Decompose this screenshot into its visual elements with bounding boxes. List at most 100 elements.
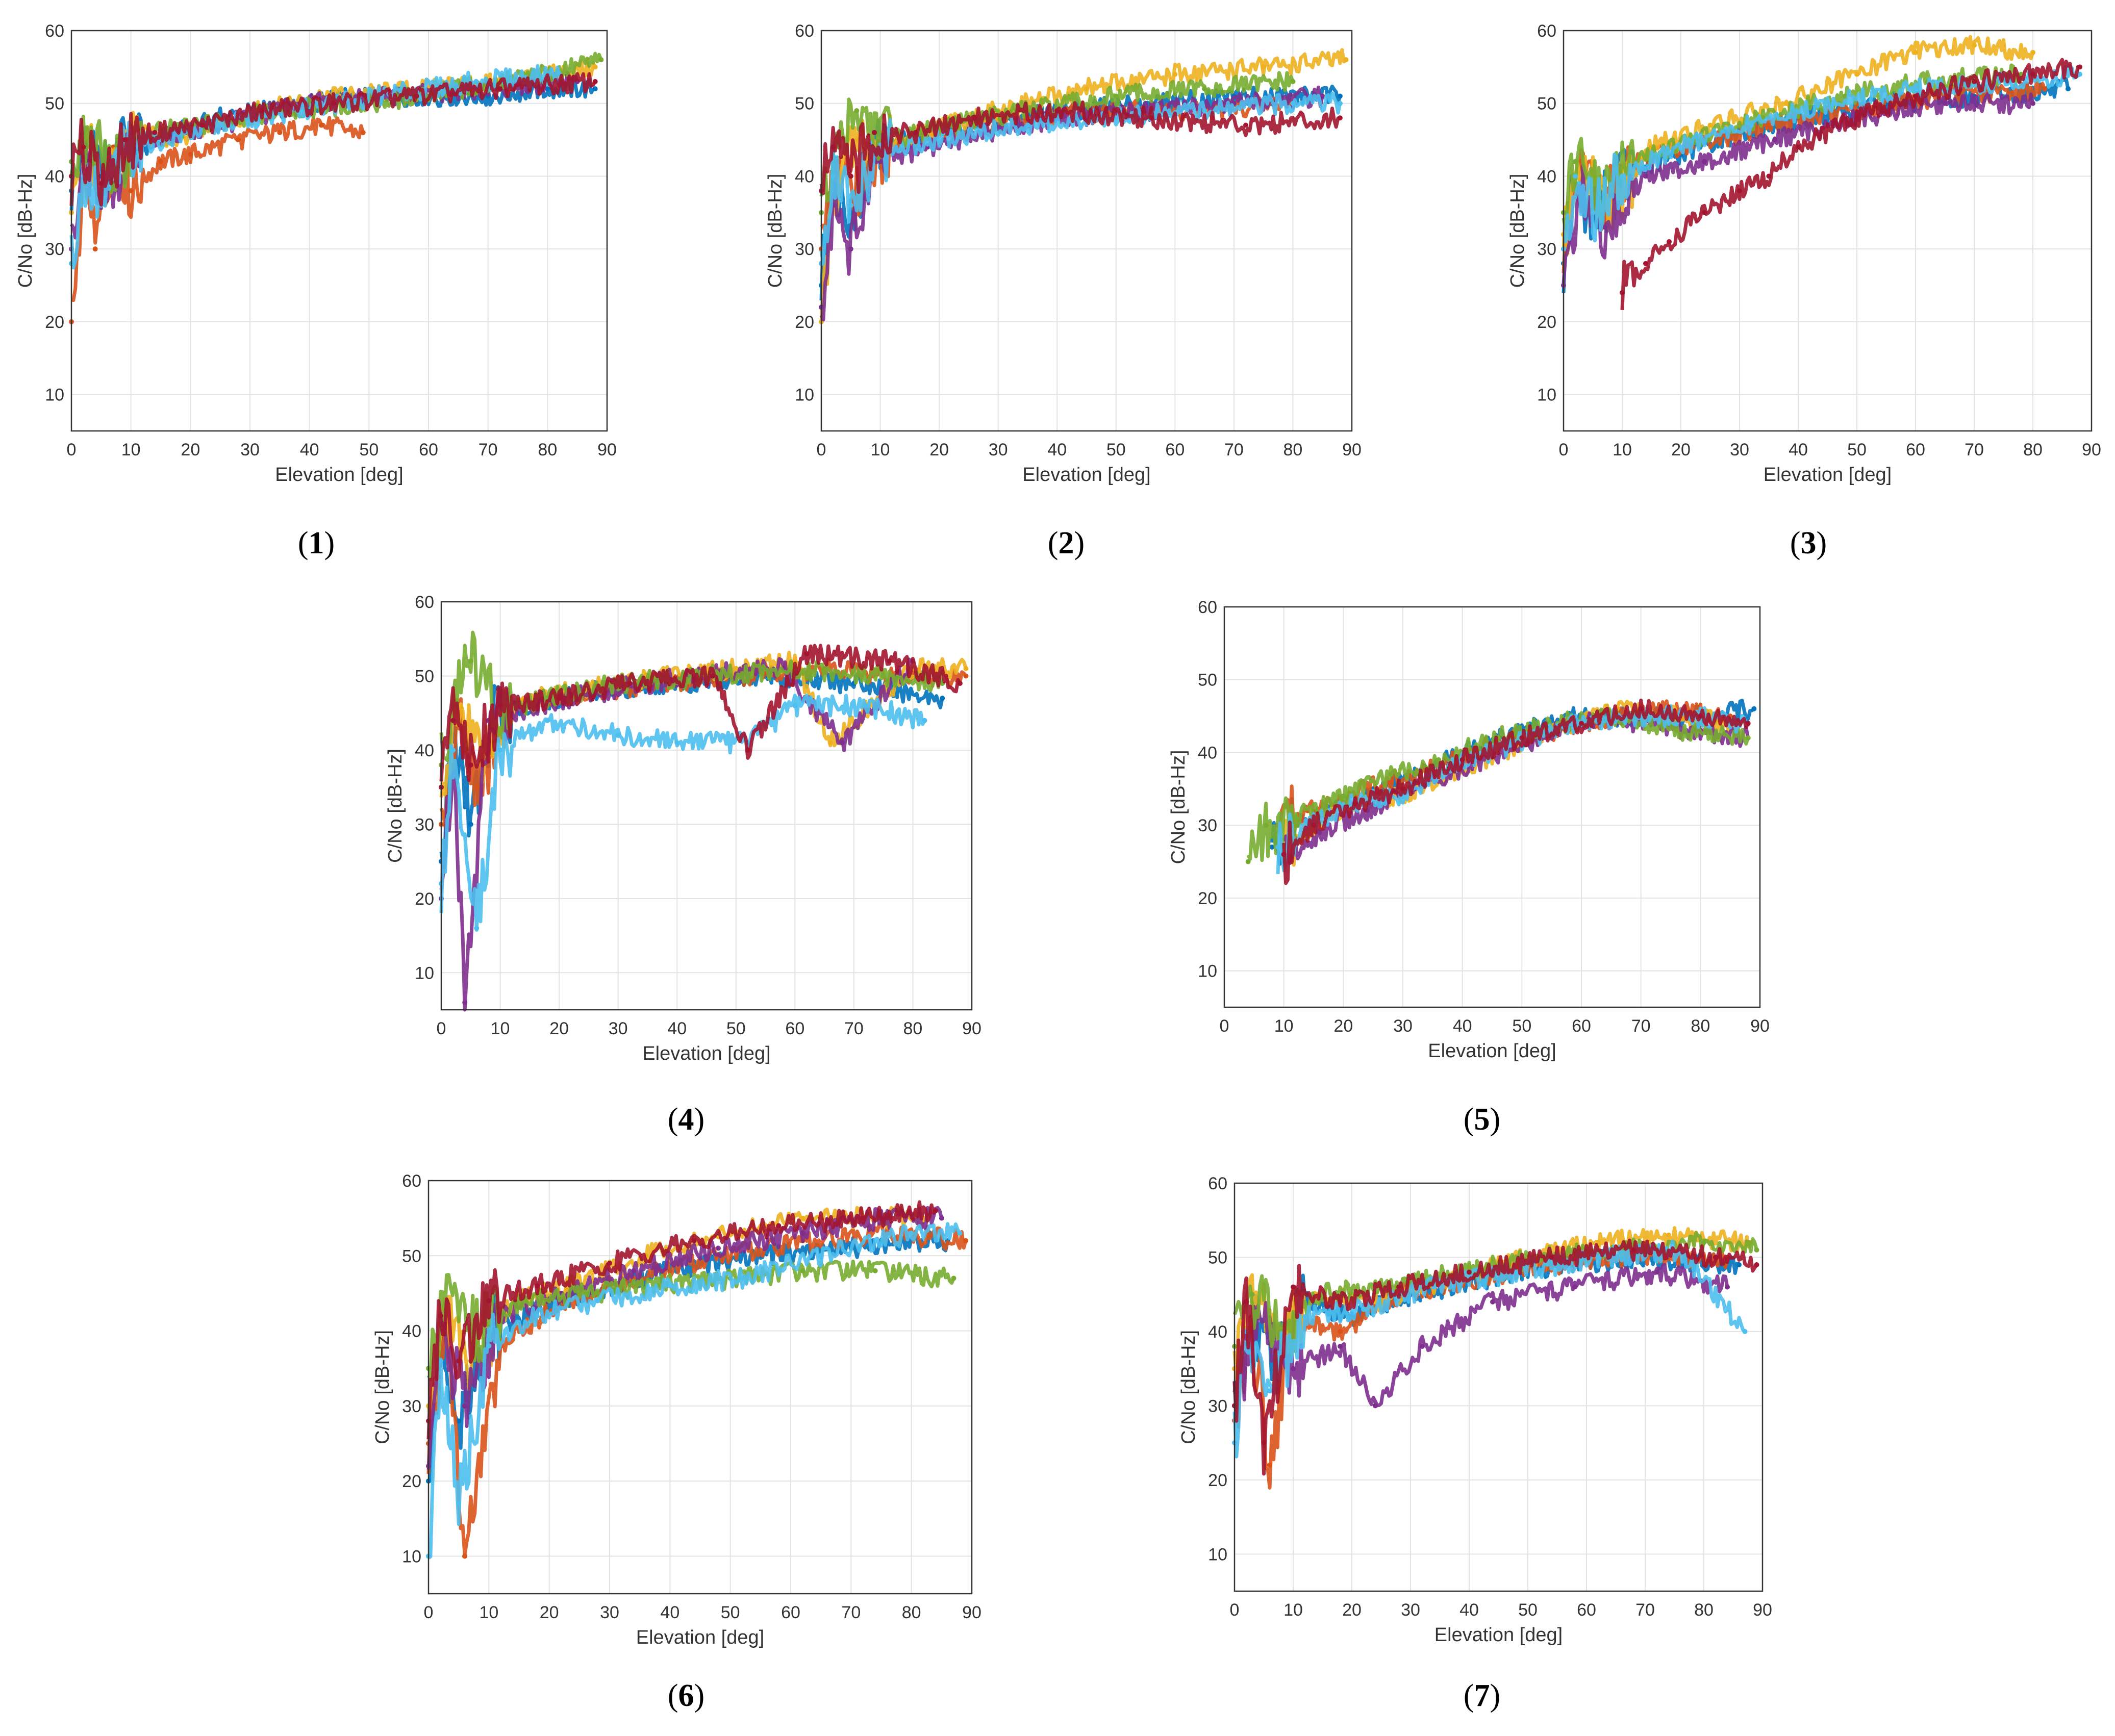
- y-tick-label: 30: [1208, 1396, 1227, 1416]
- data-point: [1396, 1284, 1401, 1290]
- data-point: [199, 122, 205, 128]
- data-point: [1291, 1284, 1296, 1290]
- data-point: [627, 681, 633, 686]
- y-tick-label: 30: [795, 240, 814, 259]
- data-point: [1291, 1366, 1296, 1371]
- data-point: [1373, 1403, 1378, 1409]
- y-tick-label: 30: [45, 240, 64, 259]
- y-tick-label: 10: [1537, 386, 1556, 405]
- data-point: [1702, 210, 1707, 215]
- data-point: [486, 1343, 492, 1348]
- x-tick-label: 60: [419, 440, 438, 459]
- data-point: [1400, 786, 1405, 792]
- data-point: [497, 86, 502, 92]
- data-point: [122, 137, 128, 143]
- panel-caption: (2): [1048, 526, 1085, 560]
- data-point: [473, 79, 479, 84]
- data-point: [360, 130, 366, 135]
- data-point: [450, 718, 456, 723]
- panel-caption: (7): [1464, 1678, 1500, 1713]
- data-point: [1338, 1344, 1343, 1349]
- data-point: [887, 658, 892, 664]
- data-point: [414, 93, 419, 99]
- data-point: [830, 144, 836, 150]
- data-point: [438, 1313, 443, 1319]
- y-tick-label: 20: [1537, 313, 1556, 332]
- data-point: [933, 1208, 938, 1213]
- data-point: [1754, 1247, 1759, 1253]
- data-point: [438, 1358, 443, 1364]
- data-point: [497, 747, 503, 753]
- x-tick-label: 30: [1393, 1016, 1413, 1036]
- x-tick-label: 50: [1847, 440, 1867, 459]
- data-point: [1249, 1292, 1255, 1297]
- series-line-trace-purple: [1232, 1263, 1729, 1418]
- data-point: [1725, 1284, 1730, 1290]
- data-point: [474, 926, 480, 931]
- x-tick-label: 0: [1559, 440, 1569, 459]
- x-tick-label: 50: [359, 440, 379, 459]
- data-point: [1269, 845, 1275, 850]
- y-tick-label: 50: [1198, 671, 1217, 690]
- data-point: [667, 1283, 673, 1289]
- data-point: [595, 1298, 600, 1304]
- data-point: [98, 181, 104, 186]
- data-point: [1202, 108, 1207, 113]
- x-tick-label: 90: [962, 1603, 981, 1622]
- data-point: [2077, 71, 2082, 77]
- x-tick-label: 80: [2023, 440, 2043, 459]
- data-point: [839, 740, 845, 746]
- y-axis-label: C/No [dB-Hz]: [385, 749, 406, 863]
- y-axis-label: C/No [dB-Hz]: [1178, 1330, 1199, 1444]
- x-tick-label: 70: [1224, 440, 1244, 459]
- data-point: [583, 1290, 588, 1296]
- data-point: [1352, 801, 1358, 806]
- data-point: [1620, 290, 1625, 295]
- data-point: [1643, 173, 1648, 179]
- data-point: [1267, 1388, 1272, 1394]
- data-point: [913, 130, 918, 135]
- data-point: [1054, 108, 1060, 113]
- data-point: [1573, 173, 1578, 179]
- x-tick-label: 20: [1671, 440, 1691, 459]
- data-point: [1467, 1269, 1472, 1275]
- series-line-trace-orange: [426, 1222, 968, 1557]
- x-tick-label: 40: [1453, 1016, 1472, 1036]
- x-tick-label: 0: [437, 1019, 446, 1038]
- x-tick-label: 80: [902, 1603, 921, 1622]
- data-point: [800, 1268, 805, 1273]
- data-point: [1244, 1299, 1249, 1305]
- data-point: [830, 173, 836, 179]
- data-point: [1338, 1329, 1343, 1334]
- data-point: [1290, 100, 1296, 106]
- data-point: [1338, 1299, 1343, 1305]
- data-point: [939, 1215, 944, 1221]
- data-point: [1281, 852, 1287, 857]
- x-tick-label: 70: [841, 1603, 861, 1622]
- x-axis-label: Elevation [deg]: [1434, 1624, 1563, 1646]
- data-point: [1742, 1329, 1748, 1334]
- data-point: [1913, 49, 1918, 55]
- data-point: [462, 1553, 467, 1559]
- data-point: [1290, 79, 1296, 84]
- data-point: [1620, 173, 1625, 179]
- data-point: [1420, 1344, 1425, 1349]
- data-point: [486, 1298, 492, 1304]
- x-tick-label: 30: [1730, 440, 1749, 459]
- data-point: [81, 144, 86, 150]
- data-point: [745, 747, 750, 753]
- x-tick-label: 40: [1047, 440, 1067, 459]
- y-tick-label: 60: [1198, 598, 1217, 617]
- x-tick-label: 10: [1274, 1016, 1294, 1036]
- chart-panel-5: 0 10 20 30 40 50 60 70 80 90 10 20 30 40 50 60 Elevation…: [1168, 598, 1770, 1137]
- data-point: [854, 137, 860, 143]
- y-tick-label: 50: [795, 94, 814, 114]
- x-tick-label: 20: [549, 1019, 569, 1038]
- x-axis-label: Elevation [deg]: [1428, 1040, 1556, 1062]
- data-point: [1293, 815, 1298, 821]
- x-tick-label: 60: [1572, 1016, 1591, 1036]
- data-point: [1320, 93, 1325, 99]
- data-point: [854, 108, 860, 113]
- data-point: [800, 1215, 805, 1221]
- y-tick-label: 40: [795, 167, 814, 186]
